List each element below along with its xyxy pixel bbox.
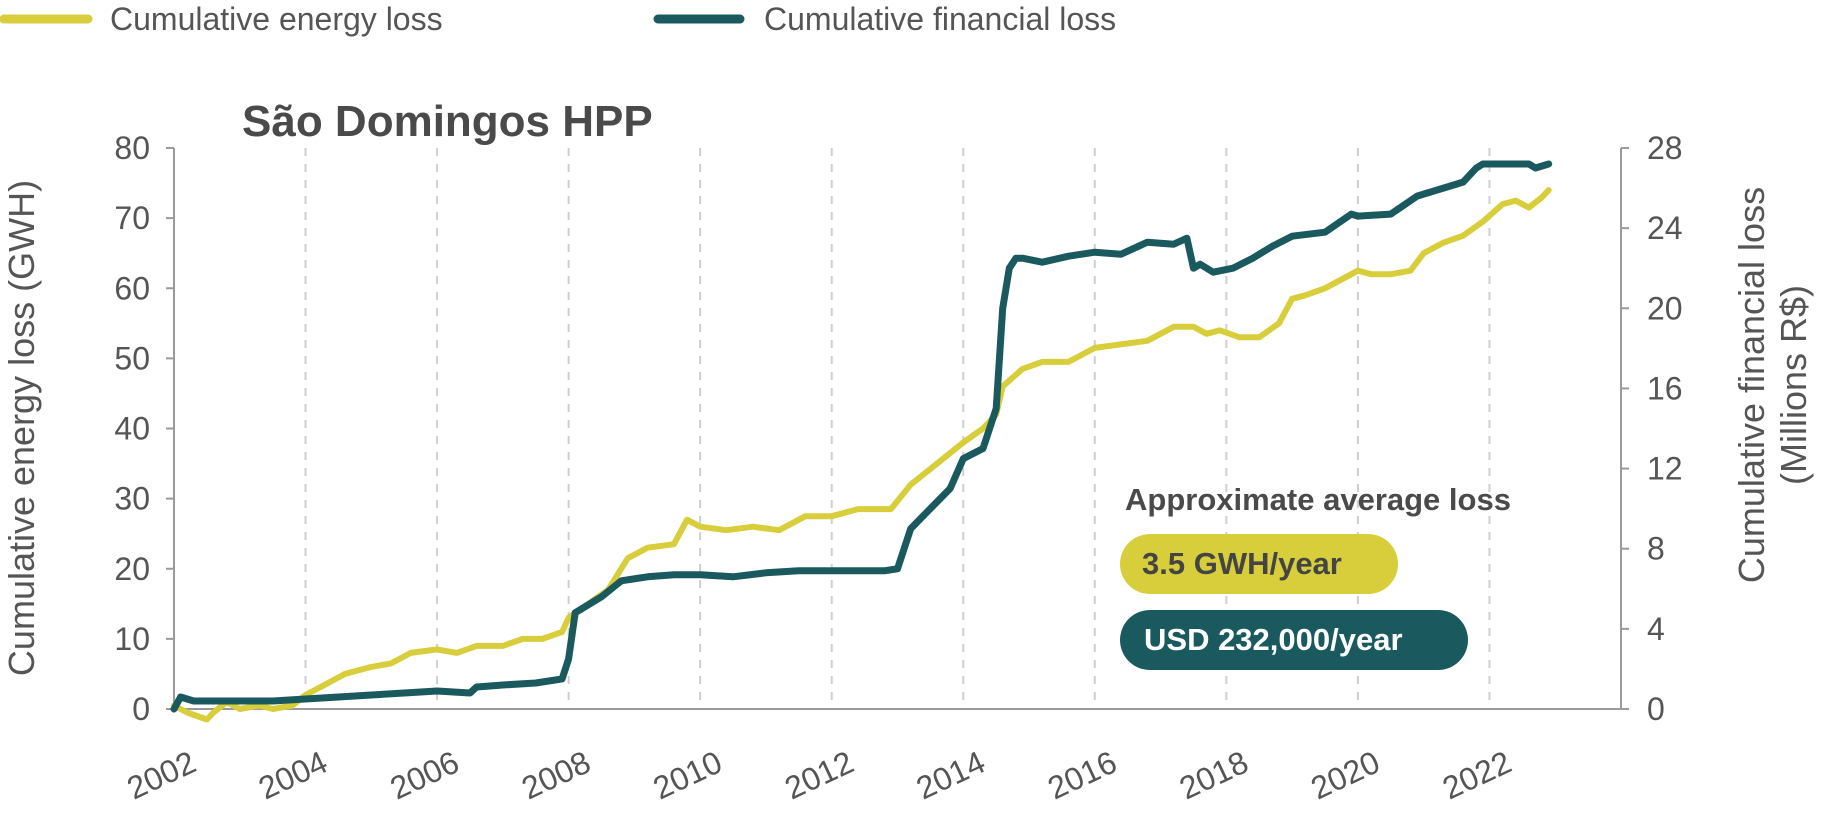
x-tick-label: 2014 [911, 744, 991, 807]
right-tick-label: 0 [1647, 691, 1665, 727]
right-axis-title-line2: (Millions R$) [1773, 285, 1814, 485]
left-tick-label: 60 [114, 270, 150, 306]
series-line-energy [171, 187, 1552, 723]
right-tick-label: 12 [1647, 451, 1683, 487]
left-axis-title: Cumulative energy loss (GWH) [1, 180, 42, 676]
right-tick-label: 28 [1647, 130, 1683, 166]
series-line-financial [170, 160, 1553, 713]
left-tick-label: 50 [114, 340, 150, 376]
energy-rate-text: 3.5 GWH/year [1142, 546, 1342, 581]
legend-financial-label: Cumulative financial loss [764, 1, 1116, 37]
x-tick-label: 2006 [385, 744, 465, 807]
x-tick-label: 2020 [1305, 744, 1385, 807]
x-tick-label: 2018 [1174, 744, 1254, 807]
right-tick-label: 4 [1647, 611, 1665, 647]
left-tick-label: 30 [114, 481, 150, 517]
left-tick-label: 80 [114, 130, 150, 166]
left-tick-label: 10 [114, 621, 150, 657]
x-tick-label: 2016 [1042, 744, 1122, 807]
energy-rate-pill [1120, 534, 1398, 594]
summary-title: Approximate average loss [1125, 482, 1511, 517]
chart-title: São Domingos HPP [242, 97, 653, 146]
left-tick-label: 40 [114, 411, 150, 447]
legend-energy-label: Cumulative energy loss [110, 1, 443, 37]
x-axis-ticks: 2002 2004 2006 2008 2010 2012 2014 2016 2018 2020… [121, 744, 1516, 807]
right-axis-title-line1: Cumulative financial loss [1731, 187, 1772, 583]
right-tick-label: 20 [1647, 290, 1683, 326]
financial-rate-pill [1120, 610, 1468, 670]
right-tick-label: 8 [1647, 531, 1665, 567]
left-tick-label: 0 [132, 691, 150, 727]
right-tick-label: 24 [1647, 210, 1683, 246]
x-tick-label: 2008 [516, 744, 596, 807]
right-tick-label: 16 [1647, 370, 1683, 406]
x-tick-label: 2012 [779, 744, 859, 807]
left-tick-label: 20 [114, 551, 150, 587]
summary-box: Approximate average loss 3.5 GWH/year US… [1120, 482, 1511, 670]
x-tick-label: 2010 [648, 744, 728, 807]
financial-rate-text: USD 232,000/year [1144, 622, 1403, 657]
x-tick-label: 2002 [121, 744, 201, 807]
x-tick-label: 2004 [253, 744, 333, 807]
x-tick-label: 2022 [1437, 744, 1517, 807]
right-axis-ticks: 0 4 8 12 16 20 24 28 [1621, 130, 1683, 727]
left-tick-label: 70 [114, 200, 150, 236]
legend: Cumulative energy loss Cumulative financ… [0, 1, 1116, 37]
left-axis-ticks: 0 10 20 30 40 50 60 70 80 [114, 130, 174, 727]
